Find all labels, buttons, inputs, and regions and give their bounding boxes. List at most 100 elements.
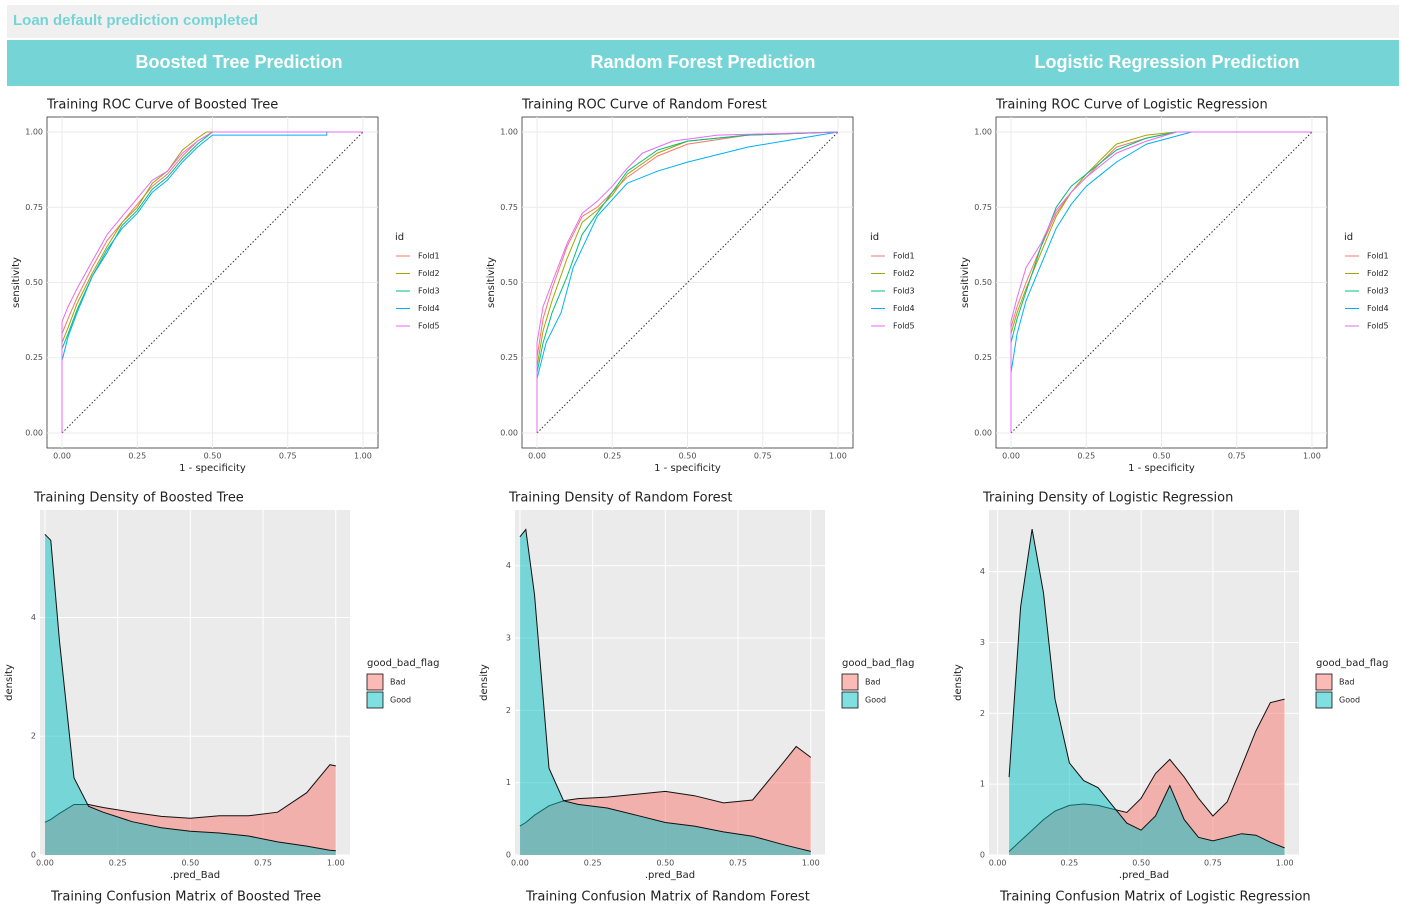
legend-key: [366, 673, 384, 691]
chart-title: Training Density of Random Forest: [508, 491, 733, 506]
y-tick-label: 0.50: [500, 278, 518, 287]
legend-title: id: [1344, 232, 1353, 243]
roc-curve: [61, 131, 363, 433]
column-header: Random Forest Prediction: [590, 52, 816, 72]
legend-label: Fold1: [893, 252, 915, 261]
legend-label: Fold4: [893, 304, 915, 313]
roc-curve: [1010, 131, 1312, 433]
x-tick-label: 0.25: [603, 452, 621, 461]
y-tick-label: 0.00: [25, 428, 43, 437]
y-tick-label: 4: [506, 561, 511, 570]
x-tick-label: 0.75: [254, 859, 272, 868]
y-tick-label: 1: [506, 778, 511, 787]
diagonal-reference: [536, 131, 839, 434]
x-tick-label: 1.00: [829, 452, 847, 461]
x-tick-label: 0.00: [53, 452, 71, 461]
y-tick-label: 2: [980, 709, 985, 718]
x-tick-label: 0.00: [511, 859, 529, 868]
x-axis-label: .pred_Bad: [645, 870, 695, 881]
legend-label: Fold4: [1367, 304, 1389, 313]
y-tick-label: 0.25: [974, 353, 992, 362]
x-tick-label: 0.25: [1077, 452, 1095, 461]
x-tick-label: 0.75: [754, 452, 772, 461]
x-tick-label: 1.00: [1303, 452, 1321, 461]
y-tick-label: 0.75: [25, 203, 43, 212]
x-tick-label: 0.25: [109, 859, 127, 868]
legend-label: Good: [390, 696, 411, 705]
legend-title: good_bad_flag: [367, 658, 440, 669]
x-tick-label: 0.25: [584, 859, 602, 868]
legend-title: good_bad_flag: [1316, 658, 1389, 669]
legend-label: Fold5: [418, 322, 440, 331]
legend-title: id: [395, 232, 404, 243]
x-axis-label: 1 - specificity: [1128, 463, 1195, 474]
roc-curve: [536, 131, 839, 433]
legend-key: [841, 673, 859, 691]
legend-label: Fold3: [418, 287, 440, 296]
chart-title: Training ROC Curve of Logistic Regressio…: [995, 98, 1268, 113]
x-tick-label: 0.00: [989, 859, 1007, 868]
y-tick-label: 0.50: [974, 278, 992, 287]
y-tick-label: 0: [31, 851, 36, 860]
section-title: Training Confusion Matrix of Boosted Tre…: [50, 890, 321, 905]
roc-curve: [536, 131, 839, 433]
x-tick-label: 0.50: [204, 452, 222, 461]
header-bar: Boosted Tree Prediction Random Forest Pr…: [7, 40, 1399, 86]
x-tick-label: 0.00: [528, 452, 546, 461]
y-axis-label: density: [953, 664, 964, 701]
legend-label: Fold2: [418, 269, 440, 278]
x-tick-label: 0.50: [1132, 859, 1150, 868]
legend-label: Bad: [865, 678, 880, 687]
y-tick-label: 2: [31, 732, 36, 741]
legend-label: Fold1: [418, 252, 440, 261]
legend-label: Bad: [390, 678, 405, 687]
chart-title: Training ROC Curve of Boosted Tree: [46, 98, 278, 113]
x-tick-label: 1.00: [354, 452, 372, 461]
diagonal-reference: [1010, 131, 1313, 434]
x-axis-label: 1 - specificity: [654, 463, 721, 474]
y-axis-label: sensitivity: [486, 257, 497, 308]
legend-key: [841, 691, 859, 709]
x-axis-label: 1 - specificity: [179, 463, 246, 474]
plot-panel: [40, 510, 350, 855]
x-tick-label: 0.25: [128, 452, 146, 461]
y-tick-label: 1.00: [974, 128, 992, 137]
x-tick-label: 1.00: [802, 859, 820, 868]
y-tick-label: 0.00: [974, 428, 992, 437]
x-tick-label: 0.25: [1060, 859, 1078, 868]
y-tick-label: 4: [980, 567, 985, 576]
legend-label: Good: [865, 696, 886, 705]
y-tick-label: 1: [980, 780, 985, 789]
y-tick-label: 1.00: [25, 128, 43, 137]
chart-title: Training ROC Curve of Random Forest: [521, 98, 767, 113]
legend-label: Good: [1339, 696, 1360, 705]
y-tick-label: 3: [980, 638, 985, 647]
y-tick-label: 0: [506, 851, 511, 860]
status-text: Loan default prediction completed: [13, 12, 259, 29]
section-title: Training Confusion Matrix of Logistic Re…: [999, 890, 1311, 905]
y-tick-label: 0.75: [500, 203, 518, 212]
x-tick-label: 0.50: [1153, 452, 1171, 461]
legend-label: Fold1: [1367, 252, 1389, 261]
legend-label: Bad: [1339, 678, 1354, 687]
x-tick-label: 1.00: [327, 859, 345, 868]
x-tick-label: 0.00: [1002, 452, 1020, 461]
chart-title: Training Density of Logistic Regression: [982, 491, 1233, 506]
roc-curve: [536, 131, 839, 433]
density-curve: [519, 528, 811, 852]
roc-curve: [1010, 131, 1312, 433]
x-tick-label: 0.75: [729, 859, 747, 868]
legend-label: Fold5: [893, 322, 915, 331]
roc-curve: [1010, 131, 1312, 433]
x-tick-label: 0.75: [1204, 859, 1222, 868]
y-axis-label: density: [4, 664, 15, 701]
y-tick-label: 0.25: [25, 353, 43, 362]
legend-label: Fold3: [1367, 287, 1389, 296]
legend-title: good_bad_flag: [842, 658, 915, 669]
roc-curve: [536, 131, 839, 433]
legend-label: Fold3: [893, 287, 915, 296]
y-tick-label: 4: [31, 613, 36, 622]
x-tick-label: 1.00: [1276, 859, 1294, 868]
